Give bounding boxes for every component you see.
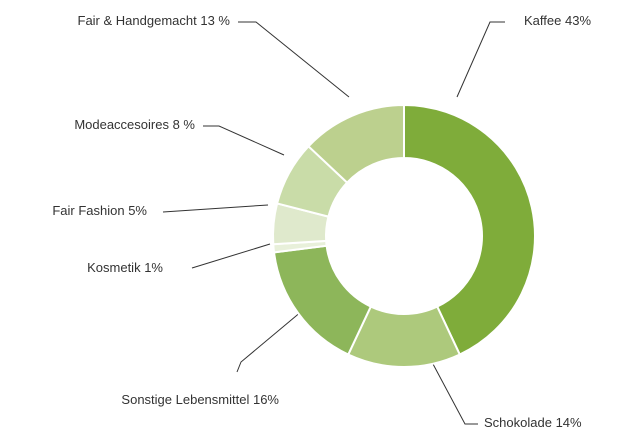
category-name: Kaffee xyxy=(524,13,561,28)
value-label: 14% xyxy=(556,415,582,430)
donut-segment xyxy=(272,244,373,356)
donut-segment xyxy=(403,103,536,356)
value-label: 13 % xyxy=(200,13,230,28)
segment-label: Modeaccesoires 8 % xyxy=(74,117,195,132)
category-name: Modeaccesoires xyxy=(74,117,169,132)
segment-label: Kosmetik 1% xyxy=(87,260,163,275)
value-label: 8 % xyxy=(173,117,196,132)
donut-segment xyxy=(307,103,405,185)
segment-label: Kaffee 43% xyxy=(524,13,591,28)
segment-label: Fair & Handgemacht 13 % xyxy=(78,13,231,28)
category-name: Fair Fashion xyxy=(52,203,124,218)
category-name: Schokolade xyxy=(484,415,552,430)
segment-label: Sonstige Lebensmittel 16% xyxy=(121,392,279,407)
segment-label: Schokolade 14% xyxy=(484,415,582,430)
category-name: Kosmetik xyxy=(87,260,141,275)
value-label: 43% xyxy=(565,13,591,28)
leader-line xyxy=(424,348,478,425)
leader-line xyxy=(238,21,350,98)
leader-lines xyxy=(162,21,505,425)
value-label: 1% xyxy=(144,260,163,275)
segment-label: Fair Fashion 5% xyxy=(52,203,147,218)
leader-line xyxy=(203,125,285,156)
category-name: Sonstige Lebensmittel xyxy=(121,392,249,407)
leader-line xyxy=(162,204,269,213)
leader-line xyxy=(456,21,505,98)
leader-line xyxy=(191,243,271,269)
leader-line xyxy=(236,310,303,373)
value-label: 5% xyxy=(128,203,147,218)
value-label: 16% xyxy=(253,392,279,407)
category-name: Fair & Handgemacht xyxy=(78,13,198,28)
